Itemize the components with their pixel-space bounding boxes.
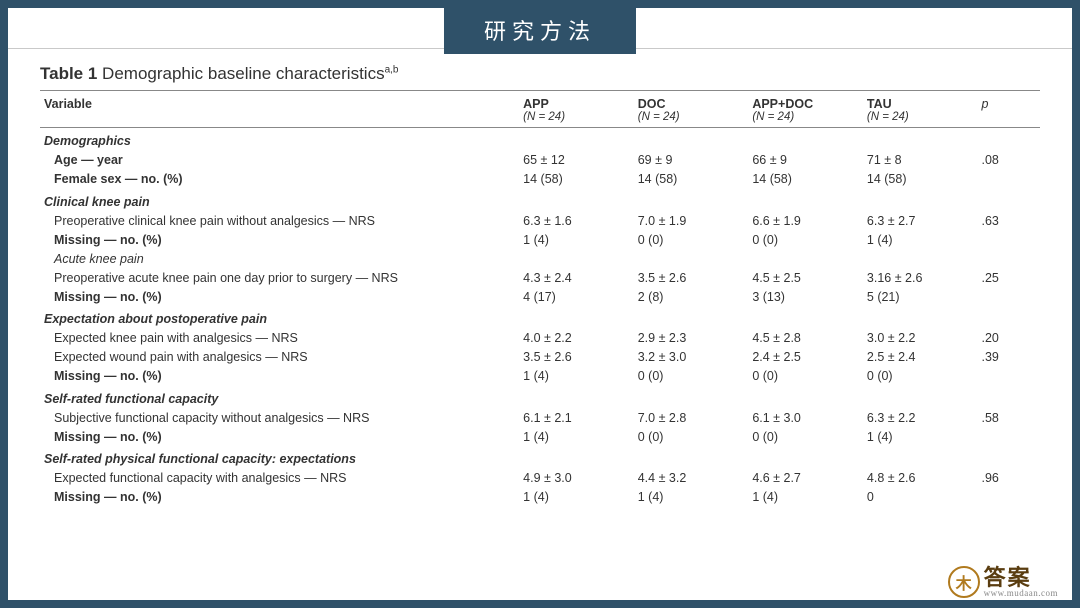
table-row: Expected functional capacity with analge… — [40, 469, 1040, 488]
logo-name: 答案 — [984, 567, 1058, 589]
table-number: Table 1 — [40, 64, 97, 83]
table-row: Subjective functional capacity without a… — [40, 408, 1040, 427]
table-row: Preoperative clinical knee pain without … — [40, 211, 1040, 230]
slide-title-banner: 研究方法 — [444, 8, 636, 54]
table-row: Missing — no. (%)1 (4)0 (0)0 (0)0 (0) — [40, 367, 1040, 386]
logo-url: www.mudaan.com — [984, 589, 1058, 598]
subsection-row: Acute knee pain — [40, 249, 1040, 268]
col-appdoc: APP+DOC(N = 24) — [748, 91, 863, 128]
table-row: Expected wound pain with analgesics — NR… — [40, 348, 1040, 367]
col-tau: TAU(N = 24) — [863, 91, 978, 128]
col-variable: Variable — [40, 91, 519, 128]
watermark-logo: 木 答案 www.mudaan.com — [944, 566, 1062, 598]
table-body: DemographicsAge — year65 ± 1269 ± 966 ± … — [40, 128, 1040, 507]
section-header: Demographics — [40, 128, 1040, 151]
table-row: Missing — no. (%)4 (17)2 (8)3 (13)5 (21) — [40, 287, 1040, 306]
table-caption: Demographic baseline characteristics — [97, 64, 384, 83]
table-header-row: Variable APP(N = 24) DOC(N = 24) APP+DOC… — [40, 91, 1040, 128]
section-header: Self-rated functional capacity — [40, 386, 1040, 409]
table-row: Preoperative acute knee pain one day pri… — [40, 268, 1040, 287]
demographics-table: Variable APP(N = 24) DOC(N = 24) APP+DOC… — [40, 90, 1040, 507]
table-row: Missing — no. (%)1 (4)0 (0)0 (0)1 (4) — [40, 427, 1040, 446]
table-title: Table 1 Demographic baseline characteris… — [40, 64, 1040, 84]
table-row: Expected knee pain with analgesics — NRS… — [40, 329, 1040, 348]
section-header: Self-rated physical functional capacity:… — [40, 446, 1040, 469]
table-row: Missing — no. (%)1 (4)0 (0)0 (0)1 (4) — [40, 230, 1040, 249]
table-row: Age — year65 ± 1269 ± 966 ± 971 ± 8.08 — [40, 151, 1040, 170]
logo-mark-icon: 木 — [948, 566, 980, 598]
section-header: Clinical knee pain — [40, 189, 1040, 212]
col-app: APP(N = 24) — [519, 91, 634, 128]
content-area: Table 1 Demographic baseline characteris… — [40, 64, 1040, 590]
table-row: Missing — no. (%)1 (4)1 (4)1 (4)0 — [40, 488, 1040, 507]
col-p: p — [977, 91, 1040, 128]
section-header: Expectation about postoperative pain — [40, 306, 1040, 329]
col-doc: DOC(N = 24) — [634, 91, 749, 128]
table-superscript: a,b — [385, 64, 399, 75]
table-row: Female sex — no. (%)14 (58)14 (58)14 (58… — [40, 170, 1040, 189]
